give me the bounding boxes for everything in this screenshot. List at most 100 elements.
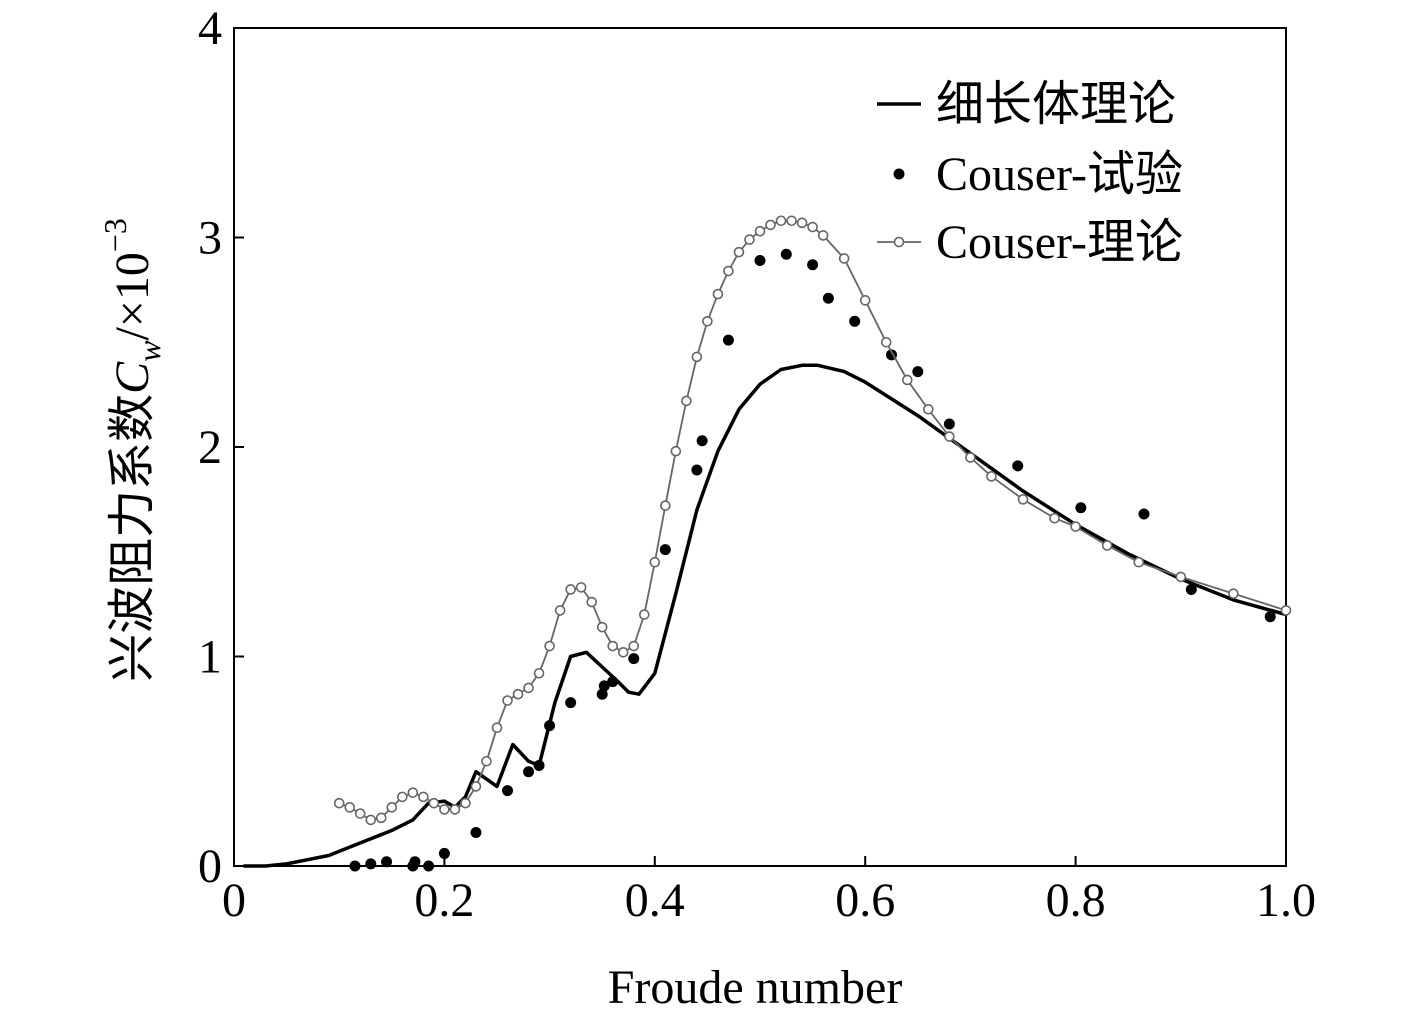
data-point xyxy=(533,759,545,771)
legend-dot-swatch xyxy=(893,168,905,180)
data-point xyxy=(807,259,819,271)
series-marker xyxy=(1101,540,1113,551)
series-marker xyxy=(470,781,482,792)
series-marker xyxy=(1228,588,1239,599)
series-2 xyxy=(333,215,1292,826)
legend-marker-swatch xyxy=(893,236,905,248)
series-marker xyxy=(1280,605,1292,616)
legend-item-2: Couser-理论 xyxy=(877,216,1183,269)
series-marker xyxy=(512,688,524,700)
data-point xyxy=(722,334,734,346)
x-tick-label: 0.8 xyxy=(1046,874,1106,927)
y-axis-title-suffix: /×10 xyxy=(106,252,159,340)
series-marker xyxy=(796,217,808,229)
x-tick-label: 0.2 xyxy=(414,874,474,927)
series-marker xyxy=(1070,521,1081,532)
series-marker xyxy=(733,246,745,258)
series-marker xyxy=(859,295,871,306)
data-point xyxy=(691,464,703,476)
series-marker xyxy=(617,647,629,658)
series-marker xyxy=(407,787,419,798)
series-marker xyxy=(786,215,797,227)
series-marker xyxy=(523,682,534,694)
data-point xyxy=(598,680,610,692)
data-point xyxy=(1075,502,1087,514)
data-point xyxy=(659,544,671,556)
data-point xyxy=(607,676,619,688)
y-axis-title-main: 兴波阻力系数 xyxy=(106,394,159,682)
chart-legend: 细长体理论 Couser-试验 Couser-理论 xyxy=(877,78,1183,269)
series-marker xyxy=(670,445,682,457)
data-point xyxy=(349,860,361,872)
data-point xyxy=(565,697,577,709)
series-marker xyxy=(428,797,440,809)
data-point xyxy=(381,856,393,868)
series-marker xyxy=(649,556,661,568)
y-tick-label: 2 xyxy=(198,421,222,474)
series-marker xyxy=(596,621,608,633)
data-point xyxy=(754,255,766,267)
y-tick-label: 0 xyxy=(198,840,222,893)
series-marker xyxy=(375,812,387,824)
data-point xyxy=(780,248,792,260)
data-point xyxy=(596,688,608,700)
legend-label: 细长体理论 xyxy=(936,78,1176,131)
series-marker xyxy=(901,374,913,386)
series-marker xyxy=(533,667,545,679)
data-point xyxy=(544,720,556,732)
series-marker xyxy=(491,722,503,734)
series-marker xyxy=(575,582,587,593)
data-point xyxy=(628,653,640,665)
series-marker xyxy=(880,336,892,348)
data-point xyxy=(1138,508,1150,520)
series-marker xyxy=(439,804,450,815)
series-marker xyxy=(333,797,345,809)
data-point xyxy=(409,856,421,868)
y-axis-title: 兴波阻力系数Cw/×10−3 xyxy=(97,218,167,682)
y-tick-label: 4 xyxy=(198,2,222,55)
series-marker xyxy=(449,804,461,815)
series-marker xyxy=(754,225,766,237)
series-marker xyxy=(986,471,997,482)
series-marker xyxy=(607,640,619,652)
data-point xyxy=(470,826,482,838)
series-marker xyxy=(712,288,724,300)
data-point xyxy=(912,366,924,378)
series-marker xyxy=(354,808,366,819)
series-marker xyxy=(565,584,576,595)
series-marker xyxy=(1049,512,1060,524)
series-marker xyxy=(944,431,955,442)
data-point xyxy=(423,860,435,872)
series-marker xyxy=(1175,571,1187,583)
series-marker xyxy=(418,791,429,803)
series-1 xyxy=(349,248,1276,872)
data-point xyxy=(502,785,514,797)
series-marker xyxy=(554,605,566,616)
series-marker xyxy=(807,221,818,233)
series-marker xyxy=(365,814,377,826)
legend-item-0: 细长体理论 xyxy=(877,78,1176,131)
series-marker xyxy=(702,315,713,327)
data-point xyxy=(1264,611,1276,623)
x-tick-label: 0 xyxy=(222,874,246,927)
series-marker xyxy=(544,640,555,652)
series-marker xyxy=(765,219,776,231)
y-tick-label: 1 xyxy=(198,631,222,684)
series-line xyxy=(338,219,1287,821)
series-marker xyxy=(744,234,755,245)
data-point xyxy=(523,766,535,778)
data-point xyxy=(822,292,834,304)
legend-label: Couser-理论 xyxy=(936,216,1183,269)
series-marker xyxy=(681,395,692,407)
series-marker xyxy=(638,609,650,620)
x-axis-title: Froude number xyxy=(608,961,903,1010)
legend-item-1: Couser-试验 xyxy=(893,148,1183,201)
y-tick-label: 3 xyxy=(198,212,222,265)
series-marker xyxy=(923,403,934,415)
chart-ticks: 0 0.2 0.4 0.6 0.8 1.0 0 1 2 3 4 xyxy=(198,2,1316,927)
x-tick-label: 1.0 xyxy=(1256,874,1316,927)
legend-label: Couser-试验 xyxy=(936,148,1183,201)
series-marker xyxy=(817,230,829,241)
series-line xyxy=(242,363,1288,868)
series-marker xyxy=(386,802,398,813)
